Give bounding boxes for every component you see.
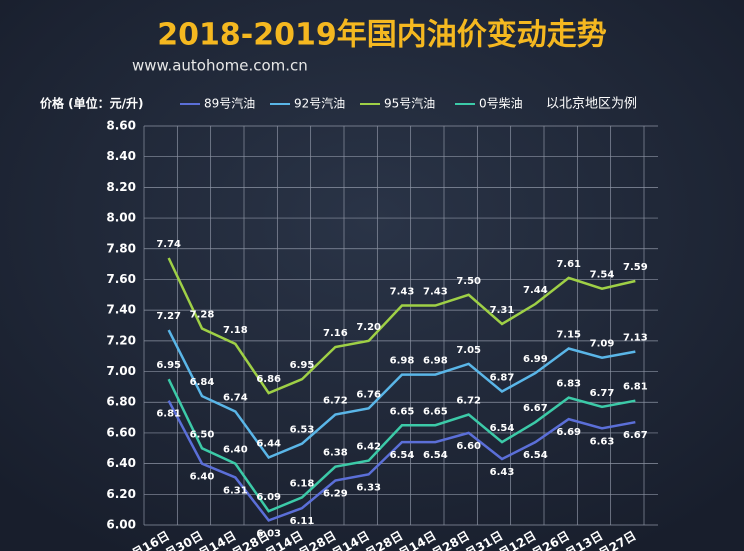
data-label: 7.50 — [456, 276, 481, 287]
y-tick-label: 8.40 — [106, 149, 136, 163]
data-label: 6.54 — [423, 450, 448, 461]
data-label: 6.63 — [590, 436, 615, 447]
data-label: 7.43 — [423, 287, 448, 298]
data-label: 6.76 — [356, 389, 381, 400]
data-label: 7.13 — [623, 333, 648, 344]
data-label: 6.84 — [190, 377, 215, 388]
data-label: 6.43 — [490, 467, 515, 478]
data-label: 6.95 — [290, 360, 315, 371]
data-label: 6.38 — [323, 448, 348, 459]
y-tick-label: 6.60 — [106, 425, 136, 439]
data-label: 7.74 — [156, 239, 181, 250]
data-label: 6.67 — [623, 430, 648, 441]
data-label: 6.54 — [523, 450, 548, 461]
data-label: 7.54 — [590, 270, 615, 281]
y-tick-label: 6.80 — [106, 395, 136, 409]
y-tick-label: 6.20 — [106, 487, 136, 501]
data-label: 7.43 — [390, 287, 415, 298]
data-label: 6.98 — [390, 356, 415, 367]
data-label: 6.74 — [223, 392, 248, 403]
data-label: 6.09 — [256, 492, 281, 503]
data-label: 6.60 — [456, 441, 481, 452]
legend-label: 95号汽油 — [384, 96, 435, 111]
data-label: 7.59 — [623, 262, 648, 273]
data-label: 6.31 — [223, 485, 248, 496]
data-label: 6.50 — [190, 429, 215, 440]
note: 以北京地区为例 — [546, 97, 637, 112]
data-label: 7.61 — [556, 259, 581, 270]
data-label: 7.18 — [223, 325, 248, 336]
data-label: 7.31 — [490, 305, 515, 316]
data-label: 6.99 — [523, 354, 548, 365]
y-tick-label: 7.00 — [106, 364, 136, 378]
data-label: 6.53 — [290, 425, 315, 436]
data-label: 6.29 — [323, 488, 348, 499]
data-label: 6.11 — [290, 516, 315, 527]
data-label: 7.28 — [190, 310, 215, 321]
data-label: 6.77 — [590, 388, 615, 399]
data-label: 6.65 — [423, 406, 448, 417]
data-label: 6.86 — [256, 374, 281, 385]
data-label: 6.81 — [156, 409, 181, 420]
y-tick-label: 8.00 — [106, 211, 136, 225]
data-label: 6.40 — [190, 472, 215, 483]
data-label: 6.18 — [290, 478, 315, 489]
y-tick-label: 6.00 — [106, 518, 136, 532]
y-tick-label: 6.40 — [106, 456, 136, 470]
data-label: 6.44 — [256, 438, 281, 449]
legend-label: 0号柴油 — [479, 97, 523, 111]
subtitle: www.autohome.com.cn — [132, 57, 308, 75]
y-tick-label: 8.60 — [106, 119, 136, 133]
data-label: 7.20 — [356, 322, 381, 333]
y-tick-label: 7.60 — [106, 272, 136, 286]
data-label: 6.33 — [356, 482, 381, 493]
chart-title: 2018-2019年国内油价变动走势 — [157, 18, 606, 53]
data-label: 7.16 — [323, 328, 348, 339]
data-label: 7.44 — [523, 285, 548, 296]
series-line — [167, 400, 636, 522]
data-label: 6.98 — [423, 356, 448, 367]
data-label: 6.69 — [556, 427, 581, 438]
data-label: 7.15 — [556, 330, 581, 341]
y-tick-label: 7.40 — [106, 303, 136, 317]
legend-label: 92号汽油 — [294, 96, 345, 111]
data-label: 6.67 — [523, 403, 548, 414]
y-tick-label: 8.20 — [106, 180, 136, 194]
data-label: 6.54 — [390, 450, 415, 461]
data-label: 6.03 — [256, 528, 281, 539]
legend-label: 89号汽油 — [204, 96, 255, 111]
y-tick-label: 7.80 — [106, 241, 136, 255]
y-axis-label: 价格 (单位：元/升) — [40, 96, 144, 111]
data-label: 6.65 — [390, 406, 415, 417]
data-label: 6.81 — [623, 382, 648, 393]
series-line — [167, 329, 636, 460]
data-label: 6.72 — [456, 396, 481, 407]
data-label: 6.54 — [490, 423, 515, 434]
series-line — [167, 378, 636, 513]
data-label: 6.83 — [556, 379, 581, 390]
data-label: 7.05 — [456, 345, 481, 356]
data-label: 7.27 — [156, 311, 181, 322]
data-label: 6.87 — [490, 372, 515, 383]
data-label: 7.09 — [590, 339, 615, 350]
y-tick-label: 7.20 — [106, 333, 136, 347]
data-label: 6.95 — [156, 360, 181, 371]
data-label: 6.42 — [356, 442, 381, 453]
series-line — [167, 257, 636, 395]
data-label: 6.40 — [223, 445, 248, 456]
data-label: 6.72 — [323, 396, 348, 407]
